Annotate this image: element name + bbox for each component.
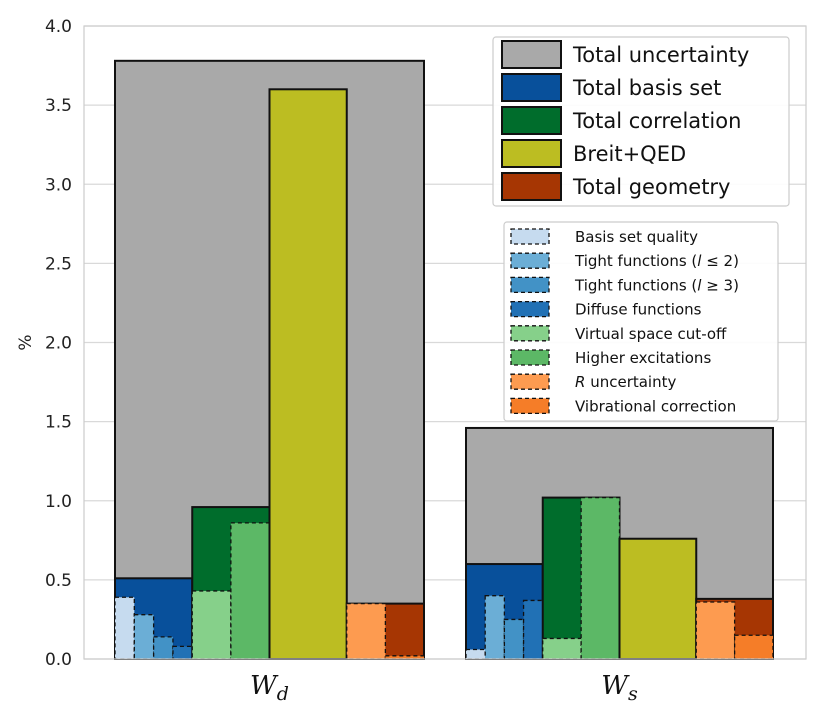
legend-label: Total basis set — [572, 76, 721, 100]
bar-component — [152, 636, 174, 660]
legend-totals-box — [492, 36, 790, 207]
legend-swatch — [510, 300, 550, 318]
bars — [114, 59, 774, 661]
legend-swatch — [501, 73, 562, 102]
group-labels: Wd Ws — [250, 671, 638, 705]
y-tick-label: 4.0 — [45, 17, 72, 37]
bar-component — [522, 599, 544, 660]
legend-swatch — [510, 276, 550, 294]
legend-swatch — [501, 106, 562, 135]
legend-swatch — [501, 139, 562, 168]
bar-component — [172, 645, 193, 660]
legend-swatch — [510, 397, 550, 415]
legend-swatch — [510, 228, 550, 245]
y-tick-label: 1.5 — [45, 413, 72, 433]
bar-component — [191, 590, 232, 660]
bar-component — [133, 614, 155, 660]
y-tick-label: 2.0 — [45, 334, 72, 354]
group-label: Ws — [601, 671, 638, 705]
bar-component — [384, 655, 425, 660]
bar-component — [346, 602, 387, 660]
legend-label: Total uncertainty — [572, 43, 749, 67]
y-tick-label: 1.0 — [45, 492, 72, 512]
group-label: Wd — [250, 671, 289, 705]
legend-label: Total geometry — [572, 175, 731, 199]
legend-label: Higher excitations — [575, 349, 711, 367]
plot-frame — [83, 25, 807, 660]
legend-swatch — [510, 373, 550, 390]
legend-components-box — [503, 221, 779, 422]
legend-label: Total correlation — [572, 109, 741, 133]
y-tick-label: 0.5 — [45, 571, 72, 591]
legend-label: Virtual space cut-off — [575, 325, 727, 343]
legend-label: Basis set quality — [575, 228, 698, 246]
y-tick-label: 0.0 — [45, 650, 72, 670]
y-axis-label: % — [16, 334, 36, 350]
bar-component — [542, 637, 582, 660]
bar-subtotal — [618, 537, 698, 660]
legend-label: Breit+QED — [573, 142, 686, 166]
bar-component — [580, 496, 621, 660]
legend-swatch — [501, 40, 562, 69]
legend-swatch — [510, 325, 550, 342]
y-tick-label: 3.0 — [45, 175, 72, 195]
legend-label: Diffuse functions — [575, 301, 702, 319]
y-tick-labels: 0.0 0.5 1.0 1.5 2.0 2.5 3.0 3.5 4.0 — [45, 17, 72, 670]
bar-component — [733, 634, 774, 660]
bar-subtotal — [268, 88, 348, 661]
legend-label: R uncertainty — [575, 373, 676, 391]
legend-swatch — [510, 252, 550, 269]
legend-totals: Total uncertainty Total basis set Total co… — [492, 36, 790, 207]
bar-component — [114, 596, 135, 660]
bar-component — [230, 522, 271, 660]
legend-label: Vibrational correction — [575, 397, 736, 415]
legend-label: Tight functions (l ≥ 3) — [574, 276, 739, 294]
legend-components: Basis set quality Tight functions (l ≤ 2)… — [503, 221, 779, 422]
legend-label: Tight functions (l ≤ 2) — [574, 252, 739, 270]
y-tick-label: 2.5 — [45, 254, 72, 274]
legend-swatch — [501, 172, 562, 201]
bar-component — [465, 648, 486, 660]
bar-component — [503, 618, 525, 660]
legend-swatch — [510, 349, 550, 366]
y-tick-label: 3.5 — [45, 96, 72, 116]
bar-component — [695, 601, 736, 660]
bar-component — [484, 595, 506, 660]
